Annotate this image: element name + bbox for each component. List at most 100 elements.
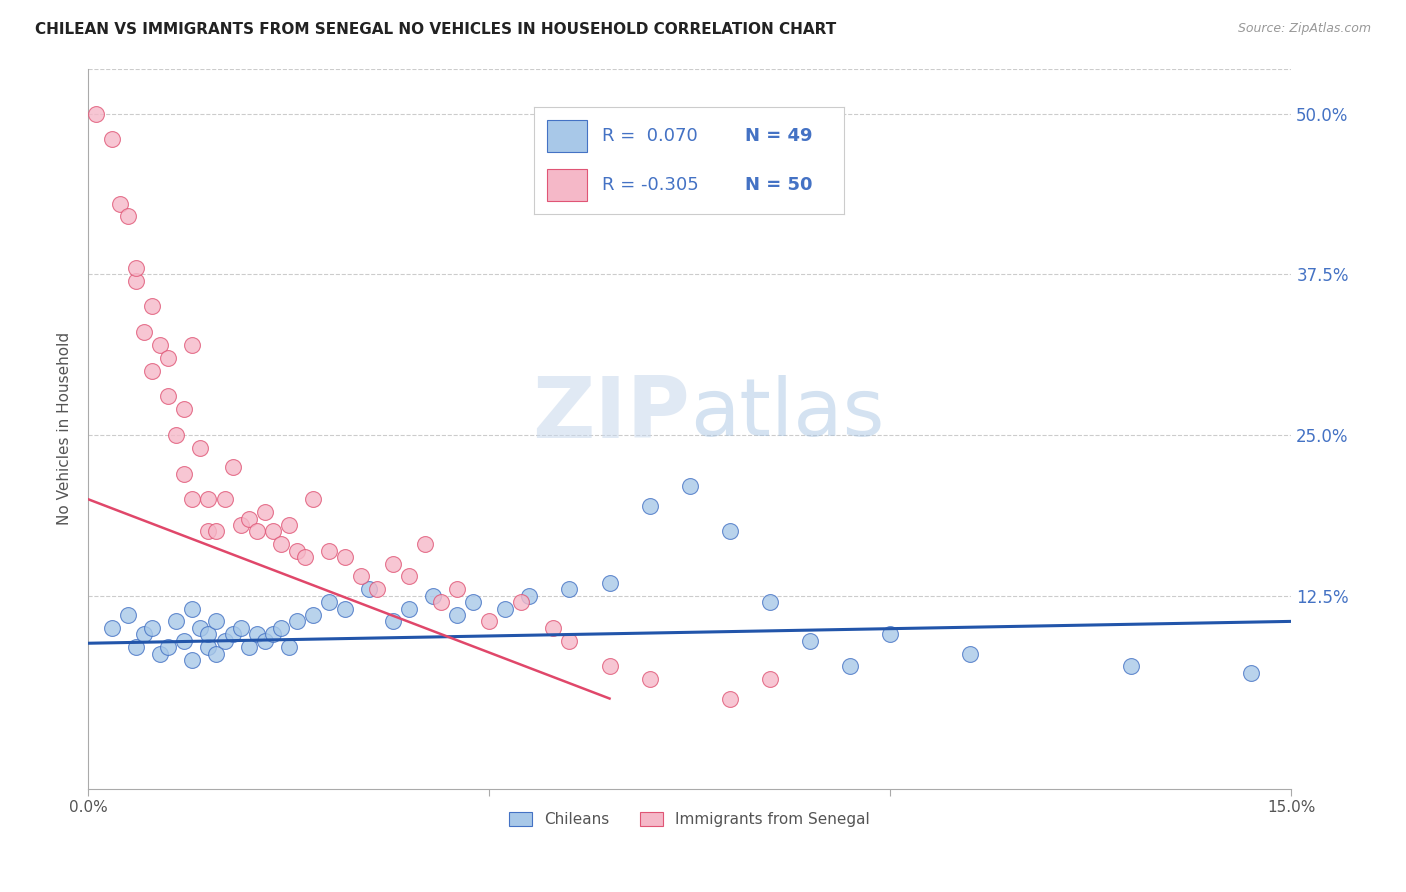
Point <box>101 132 124 146</box>
Point <box>157 640 180 654</box>
Point <box>879 627 901 641</box>
Point <box>463 595 485 609</box>
Point <box>205 615 228 629</box>
FancyBboxPatch shape <box>547 120 586 152</box>
Point <box>277 640 299 654</box>
Point <box>190 621 212 635</box>
Point <box>253 633 276 648</box>
Text: Source: ZipAtlas.com: Source: ZipAtlas.com <box>1237 22 1371 36</box>
Point <box>599 659 621 673</box>
Legend: Chileans, Immigrants from Senegal: Chileans, Immigrants from Senegal <box>502 805 877 835</box>
Point <box>205 647 228 661</box>
Point <box>270 621 292 635</box>
Text: atlas: atlas <box>690 376 884 453</box>
Point <box>270 537 292 551</box>
Point <box>246 627 269 641</box>
Point <box>181 653 204 667</box>
Y-axis label: No Vehicles in Household: No Vehicles in Household <box>58 332 72 525</box>
Point <box>430 595 453 609</box>
Point <box>262 524 284 539</box>
Point <box>1119 659 1142 673</box>
Point <box>718 691 741 706</box>
Point <box>214 492 236 507</box>
Point <box>543 621 565 635</box>
Point <box>478 615 501 629</box>
Point <box>125 640 148 654</box>
Point <box>446 582 468 597</box>
Point <box>238 640 260 654</box>
Point <box>197 640 219 654</box>
Point <box>134 627 156 641</box>
Point <box>117 607 139 622</box>
Text: R = -0.305: R = -0.305 <box>602 177 699 194</box>
Point <box>117 210 139 224</box>
Point <box>422 589 444 603</box>
Point <box>318 595 340 609</box>
Point <box>134 325 156 339</box>
Text: N = 49: N = 49 <box>745 127 813 145</box>
Point <box>197 524 219 539</box>
Point <box>253 505 276 519</box>
Point <box>173 633 195 648</box>
Point <box>398 601 420 615</box>
Point <box>205 524 228 539</box>
Point <box>197 627 219 641</box>
Point <box>799 633 821 648</box>
Point <box>125 274 148 288</box>
Point <box>141 364 163 378</box>
Point <box>679 479 702 493</box>
Point <box>246 524 269 539</box>
Text: N = 50: N = 50 <box>745 177 813 194</box>
Point <box>181 338 204 352</box>
Point <box>221 460 243 475</box>
Point <box>173 467 195 481</box>
Point <box>285 615 308 629</box>
Point <box>381 557 404 571</box>
Point <box>759 595 782 609</box>
Point <box>638 672 661 686</box>
Point <box>190 441 212 455</box>
Point <box>381 615 404 629</box>
Point <box>350 569 373 583</box>
Point <box>357 582 380 597</box>
Point <box>157 351 180 365</box>
Point <box>413 537 436 551</box>
Point <box>333 601 356 615</box>
Point <box>558 633 581 648</box>
Point <box>110 196 132 211</box>
Point <box>1240 665 1263 680</box>
Point <box>959 647 981 661</box>
Point <box>84 106 107 120</box>
Point <box>517 589 540 603</box>
Point <box>301 607 323 622</box>
Point <box>214 633 236 648</box>
Point <box>333 550 356 565</box>
Point <box>125 260 148 275</box>
Text: ZIP: ZIP <box>531 373 690 456</box>
Point <box>181 492 204 507</box>
Point <box>318 543 340 558</box>
Point <box>141 299 163 313</box>
Point <box>839 659 862 673</box>
Point <box>149 647 172 661</box>
Point <box>366 582 388 597</box>
FancyBboxPatch shape <box>547 169 586 202</box>
Point <box>301 492 323 507</box>
Point <box>277 518 299 533</box>
Point <box>599 575 621 590</box>
Point <box>510 595 533 609</box>
Point <box>157 389 180 403</box>
Point <box>165 428 187 442</box>
Point <box>446 607 468 622</box>
Point <box>638 499 661 513</box>
Point <box>229 518 252 533</box>
Point <box>294 550 316 565</box>
Point <box>101 621 124 635</box>
Point <box>165 615 187 629</box>
Point <box>181 601 204 615</box>
Point <box>197 492 219 507</box>
Text: R =  0.070: R = 0.070 <box>602 127 699 145</box>
Point <box>229 621 252 635</box>
Point <box>238 511 260 525</box>
Text: CHILEAN VS IMMIGRANTS FROM SENEGAL NO VEHICLES IN HOUSEHOLD CORRELATION CHART: CHILEAN VS IMMIGRANTS FROM SENEGAL NO VE… <box>35 22 837 37</box>
